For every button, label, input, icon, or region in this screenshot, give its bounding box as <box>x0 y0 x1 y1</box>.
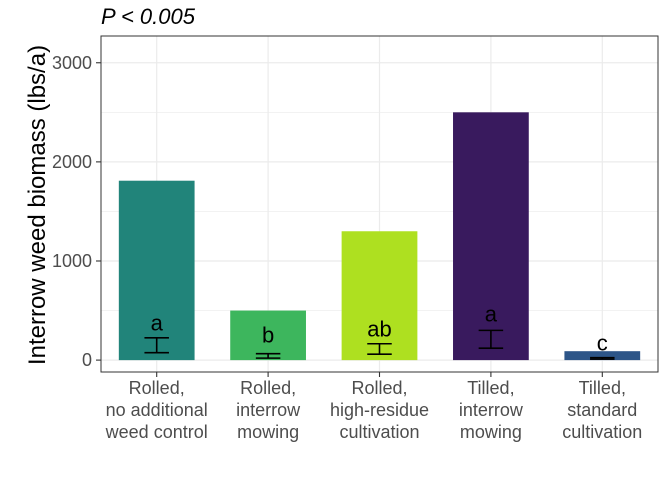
x-tick-label-line: mowing <box>237 422 299 442</box>
x-tick-label-line: Tilled, <box>579 378 626 398</box>
x-tick-label-line: cultivation <box>562 422 642 442</box>
x-tick-label-line: standard <box>567 400 637 420</box>
y-tick-label: 3000 <box>52 53 92 73</box>
x-tick-label: Rolled, high-residue cultivation <box>330 378 429 442</box>
y-axis-title: Interrow weed biomass (lbs/a) <box>24 45 51 365</box>
bar <box>230 310 306 361</box>
y-tick-label: 1000 <box>52 251 92 271</box>
error-bar <box>255 352 281 359</box>
x-tick-label-line: cultivation <box>339 422 419 442</box>
significance-letter: a <box>151 310 164 335</box>
x-tick-label: Tilled, standard cultivation <box>562 378 642 442</box>
chart-subtitle: P < 0.005 <box>101 4 196 29</box>
x-tick-label-line: Rolled, <box>351 378 407 398</box>
x-tick-label: Rolled, no additional weed control <box>105 378 208 442</box>
significance-letter: b <box>262 322 274 347</box>
bars <box>118 112 641 361</box>
x-tick-label-line: interrow <box>459 400 524 420</box>
bar <box>341 231 418 361</box>
y-tick-label: 0 <box>82 350 92 370</box>
error-bar <box>367 342 392 355</box>
error-bar <box>144 337 169 354</box>
error-bar <box>478 329 504 350</box>
bar <box>564 351 641 361</box>
x-tick-label-line: Rolled, <box>240 378 296 398</box>
error-bars <box>144 329 615 360</box>
x-tick-label: Tilled, interrow mowing <box>459 378 524 442</box>
significance-letter: a <box>485 302 498 327</box>
x-tick-label-line: weed control <box>105 422 208 442</box>
error-bar <box>590 356 615 360</box>
x-tick-label-line: no additional <box>106 400 208 420</box>
x-tick-label-line: high-residue <box>330 400 429 420</box>
significance-letter: c <box>597 330 608 355</box>
x-tick-label-line: Tilled, <box>467 378 514 398</box>
bar <box>453 112 529 361</box>
x-tick-label-line: interrow <box>236 400 301 420</box>
x-tick-label-line: mowing <box>460 422 522 442</box>
y-tick-label: 2000 <box>52 152 92 172</box>
y-axis-ticks: 0 1000 2000 3000 <box>52 53 101 370</box>
significance-letter: ab <box>367 316 391 341</box>
x-tick-label: Rolled, interrow mowing <box>236 378 301 442</box>
x-tick-label-line: Rolled, <box>129 378 185 398</box>
bar <box>118 180 195 361</box>
